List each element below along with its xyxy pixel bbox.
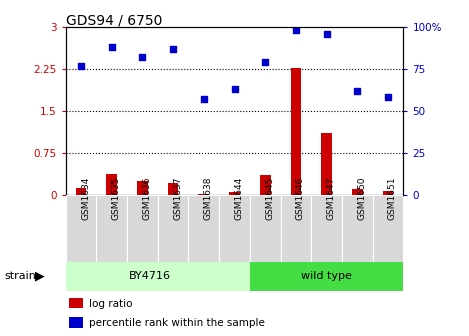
Point [323, 31, 330, 36]
Bar [290, 68, 301, 195]
Point [77, 63, 85, 68]
Text: strain: strain [5, 271, 37, 281]
Bar [69, 318, 83, 328]
Point [292, 28, 300, 33]
Bar [373, 195, 403, 262]
Point [200, 96, 208, 102]
Bar [260, 175, 271, 195]
Bar [198, 194, 209, 195]
Bar [229, 192, 240, 195]
Bar [189, 195, 219, 262]
Bar [106, 174, 117, 195]
Text: GSM1635: GSM1635 [112, 176, 121, 220]
Bar [158, 195, 189, 262]
Bar [311, 195, 342, 262]
Text: log ratio: log ratio [89, 299, 133, 309]
Point [108, 44, 115, 50]
Point [354, 88, 361, 93]
Bar [127, 195, 158, 262]
Text: GDS94 / 6750: GDS94 / 6750 [66, 13, 162, 28]
Bar [321, 133, 332, 195]
Text: GSM1637: GSM1637 [173, 176, 182, 220]
Point [231, 86, 238, 92]
Bar [250, 262, 403, 291]
Point [261, 59, 269, 65]
Text: GSM1636: GSM1636 [143, 176, 151, 220]
Bar [168, 182, 179, 195]
Text: GSM1638: GSM1638 [204, 176, 213, 220]
Bar [66, 195, 96, 262]
Text: percentile rank within the sample: percentile rank within the sample [89, 319, 265, 328]
Bar [219, 195, 250, 262]
Bar [96, 195, 127, 262]
Text: GSM1651: GSM1651 [388, 176, 397, 220]
Bar [66, 262, 250, 291]
Bar [137, 181, 148, 195]
Text: GSM1634: GSM1634 [81, 176, 90, 220]
Text: ▶: ▶ [35, 270, 45, 283]
Text: BY4716: BY4716 [129, 271, 171, 281]
Bar [69, 298, 83, 308]
Bar [342, 195, 373, 262]
Bar [76, 188, 86, 195]
Bar [280, 195, 311, 262]
Text: GSM1646: GSM1646 [296, 176, 305, 220]
Text: wild type: wild type [301, 271, 352, 281]
Bar [352, 189, 363, 195]
Point [139, 54, 146, 60]
Bar [383, 191, 393, 195]
Text: GSM1650: GSM1650 [357, 176, 366, 220]
Text: GSM1644: GSM1644 [234, 177, 243, 220]
Bar [250, 195, 280, 262]
Point [384, 95, 392, 100]
Text: GSM1647: GSM1647 [326, 176, 336, 220]
Point [169, 46, 177, 51]
Text: GSM1645: GSM1645 [265, 176, 274, 220]
